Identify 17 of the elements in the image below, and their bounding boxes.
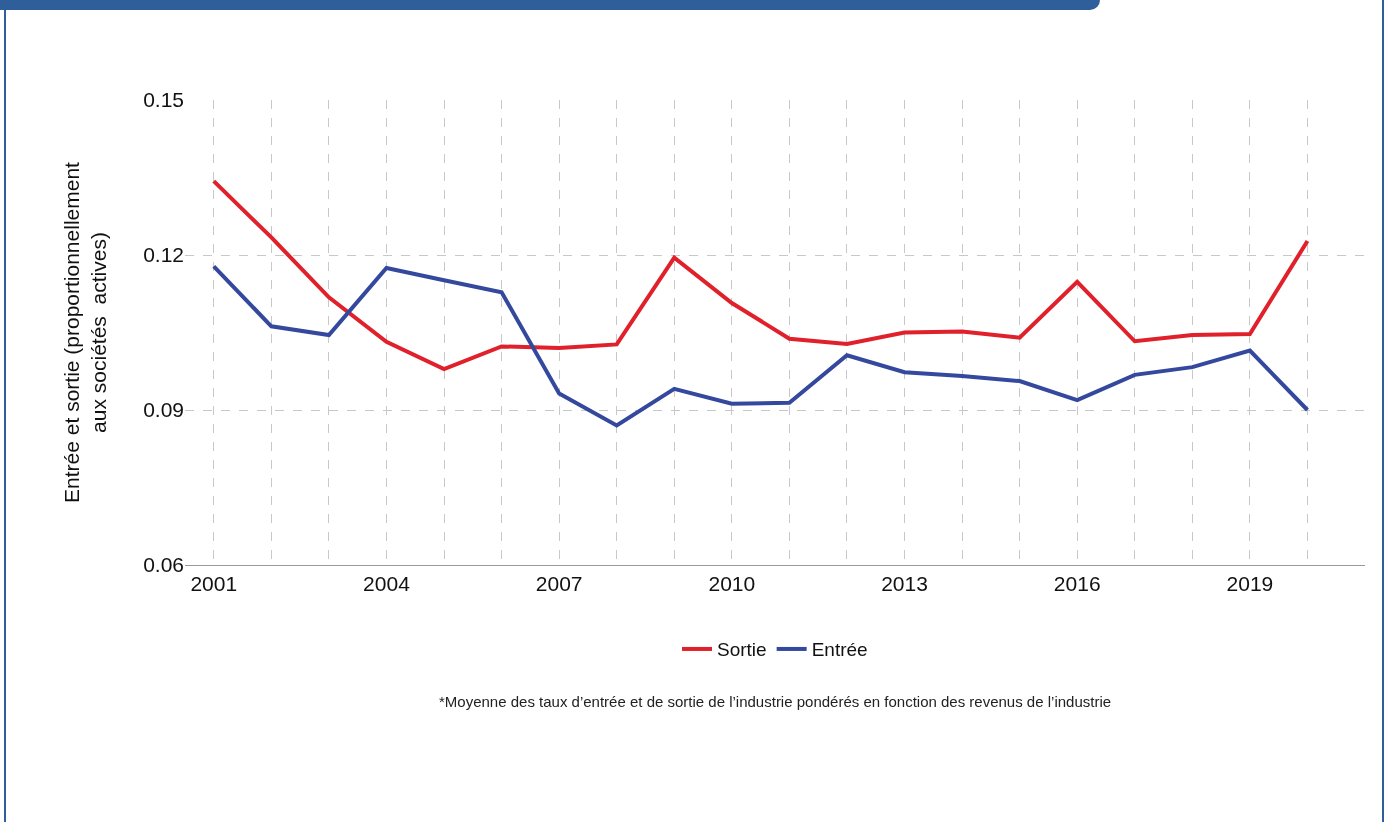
y-tick-label: 0.12 bbox=[143, 243, 184, 267]
x-tick-label: 2019 bbox=[1226, 572, 1274, 596]
x-tick-label: 2010 bbox=[708, 572, 756, 596]
x-tick-label: 2004 bbox=[363, 572, 411, 596]
y-axis-title: Entrée et sortie (proportionnellement aux sociétés actives) bbox=[59, 161, 111, 503]
line-series bbox=[211, 179, 1310, 372]
text: *Moyenne des taux d’entrée et de sortie de l’industrie pondérés en fonction des revenus de l’industrie bbox=[439, 693, 1112, 710]
x-tick-label: 2013 bbox=[881, 572, 928, 596]
y-tick-label: 0.09 bbox=[143, 398, 184, 422]
line-series bbox=[211, 264, 1310, 428]
legend-label: Entrée bbox=[811, 639, 868, 661]
y-tick-label: 0.06 bbox=[143, 553, 184, 577]
x-tick-label: 2016 bbox=[1053, 572, 1101, 596]
x-tick-label: 2007 bbox=[535, 572, 583, 596]
y-tick-label: 0.15 bbox=[143, 88, 184, 112]
x-tick-label: 2001 bbox=[190, 572, 238, 596]
legend-label: Sortie bbox=[717, 639, 767, 661]
